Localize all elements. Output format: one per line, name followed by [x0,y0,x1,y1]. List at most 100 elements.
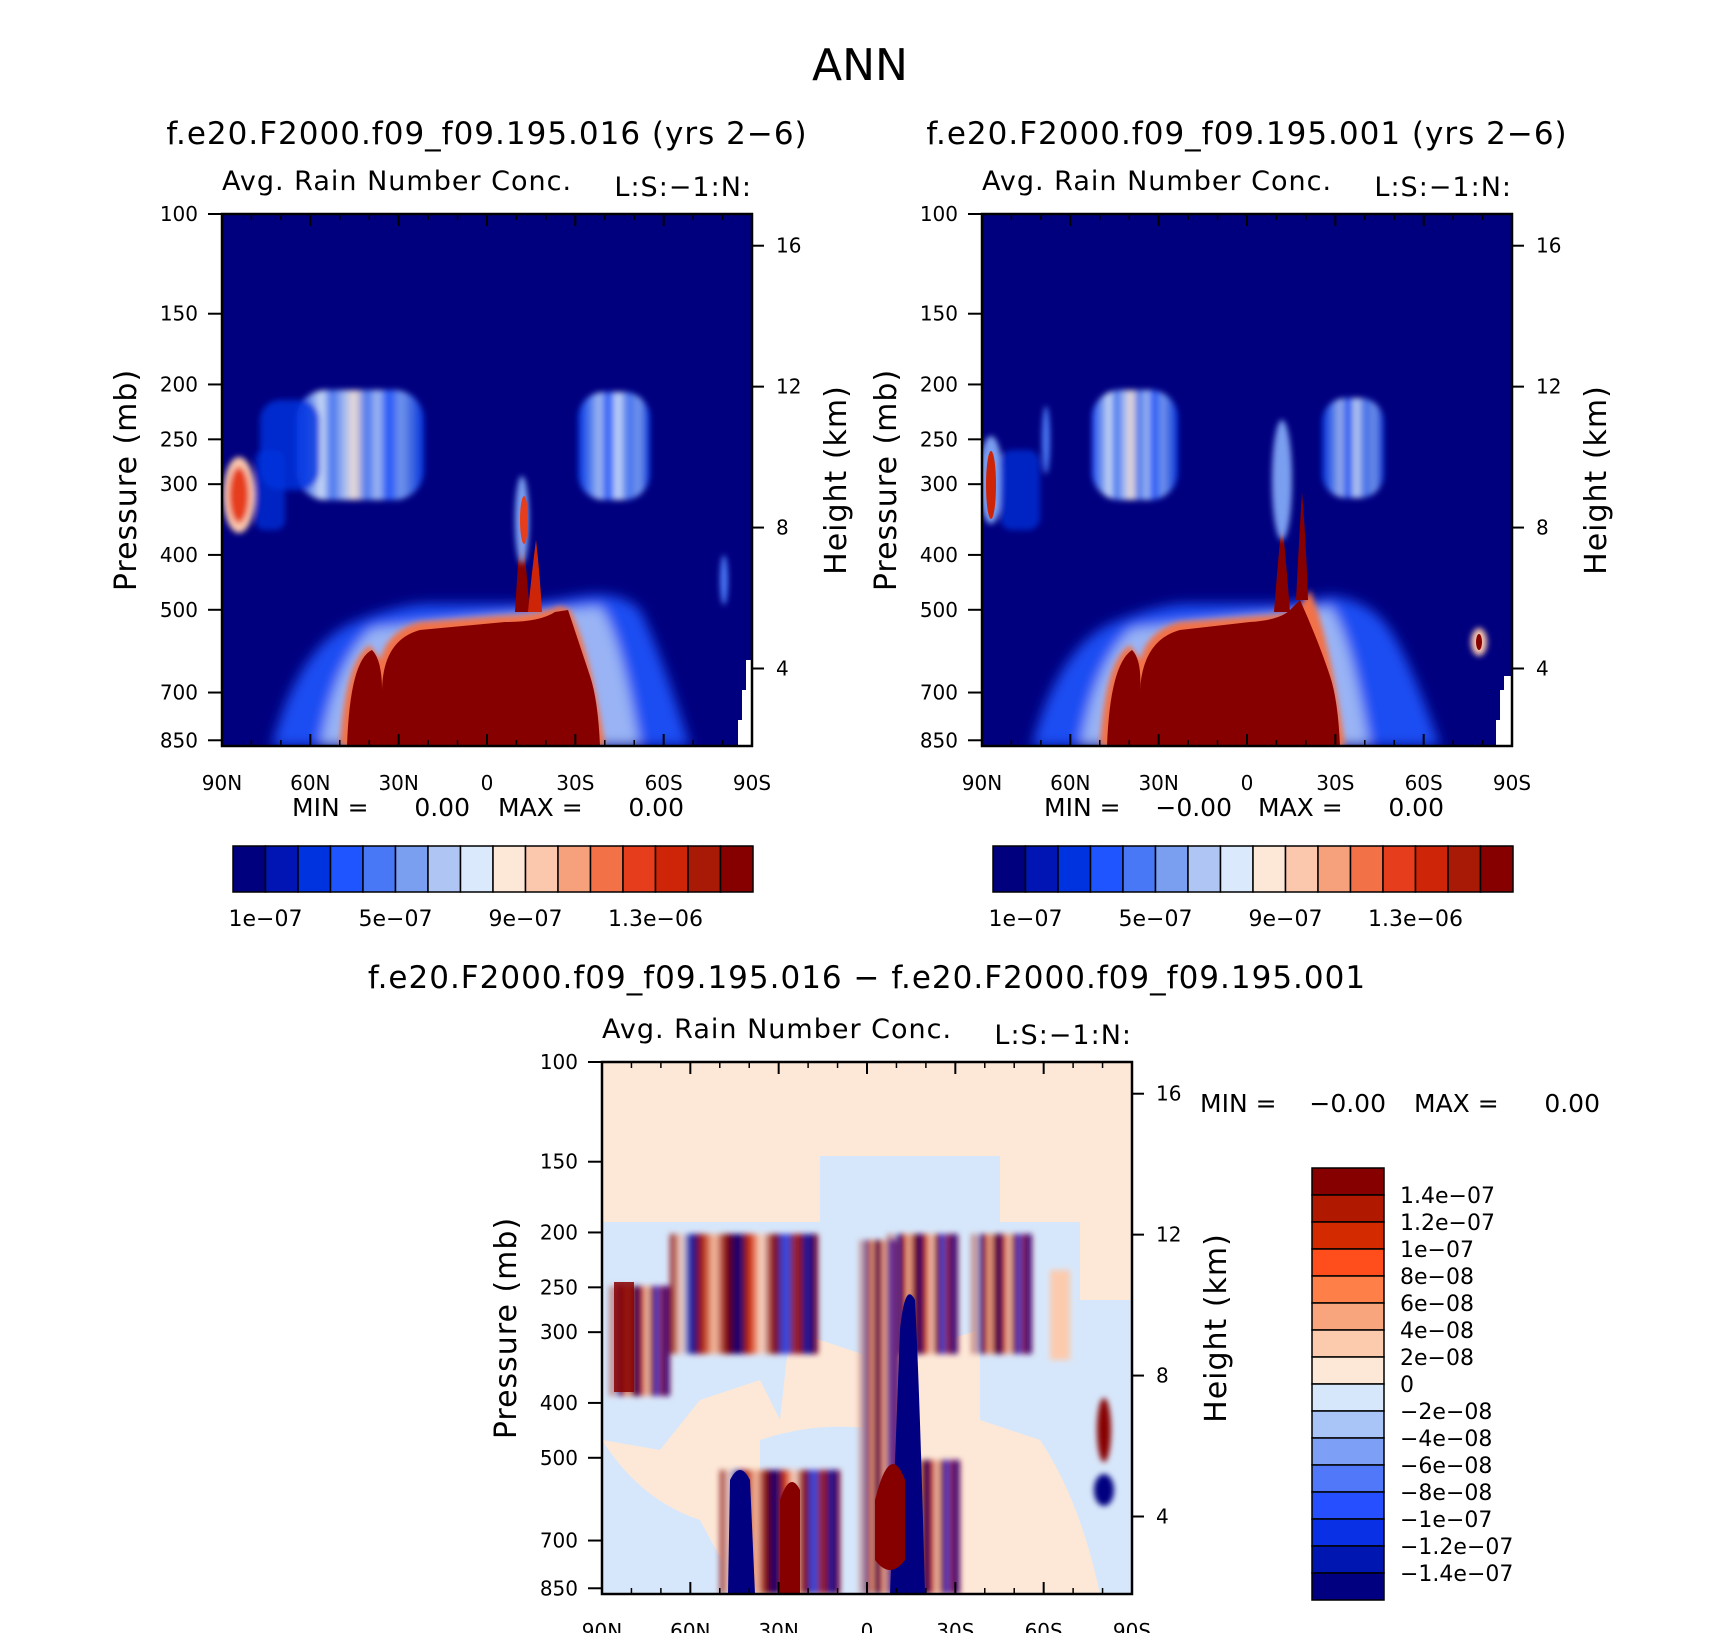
panel2-colorbar-swatch [1382,845,1417,893]
panel2-colorbar-swatch [1414,845,1449,893]
panel1-xtick-label: 60S [645,771,683,795]
panel2-xtick-label: 60N [1050,771,1090,795]
panel1-colorbar-swatch [557,845,592,893]
panel2-colorbar-swatch [1154,845,1189,893]
panel2-xtick-label: 0 [1241,771,1254,795]
panel1-colorbar-label: 5e−07 [359,907,433,932]
panel1-colorbar-swatch [622,845,657,893]
panel1-colorbar-swatch [654,845,689,893]
panel2-colorbar-swatch [1024,845,1059,893]
panel2-ytick-label: 200 [920,372,958,396]
panel2-colorbar-swatch [1317,845,1352,893]
panel1-colorbar-swatch [232,845,267,893]
panel2-xtick-label: 90N [962,771,1002,795]
panel2-min-value: −0.00 [1155,793,1232,822]
panel2-colorbar-swatch [1284,845,1319,893]
panel3-y2tick-label: 16 [1156,1082,1181,1106]
panel2-ytick-label: 400 [920,543,958,567]
panel3-colorbar-label: −1.4e−07 [1400,1562,1513,1587]
panel3-xtick-label: 60N [670,1619,710,1633]
panel3-colorbar-swatch [1311,1410,1385,1439]
panel3-colorbar-label: −2e−08 [1400,1400,1492,1425]
panel3-xtick-label: 30N [758,1619,798,1633]
panel2-axes: 90N 60N 30N 0 30S 60S 90S 100 150 200 250 300 400 500… [920,202,1562,795]
panel1-ylabel: Pressure (mb) [109,369,144,591]
panel2-y2label: Height (km) [1579,385,1614,575]
panel1-y2tick-label: 8 [776,516,789,540]
panel3-colorbar-label: 2e−08 [1400,1346,1474,1371]
panel1-ytick-label: 700 [160,681,198,705]
panel2-colorbar-label: 5e−07 [1119,907,1193,932]
panel3-max-label: MAX = [1414,1089,1499,1118]
panel2-max-value: 0.00 [1388,793,1444,822]
panel3-min-value: −0.00 [1309,1089,1386,1118]
panel2-y2tick-label: 4 [1536,656,1549,680]
panel1-xtick-label: 90S [733,771,771,795]
panel1-y2tick-label: 4 [776,656,789,680]
panel2-colorbar-swatch [992,845,1027,893]
panel3-colorbar-swatch [1311,1221,1385,1250]
panel2-variable-label: Avg. Rain Number Conc. [982,166,1332,197]
panel2-colorbar-swatch [1122,845,1157,893]
panel3-colorbar-swatch [1311,1518,1385,1547]
panel2-colorbar-label: 1.3e−06 [1368,907,1463,932]
panel2-colorbar-label: 9e−07 [1249,907,1323,932]
panel3-colorbar-label: −4e−08 [1400,1427,1492,1452]
panel3-colorbar-label: 8e−08 [1400,1265,1474,1290]
panel3-ytick-label: 200 [540,1220,578,1244]
panel2-title: f.e20.F2000.f09_f09.195.001 (yrs 2−6) [926,116,1567,152]
panel2-xtick-label: 90S [1493,771,1531,795]
panel2-colorbar-swatch [1447,845,1482,893]
panel3-colorbar-swatch [1311,1572,1385,1601]
panel3-ylabel: Pressure (mb) [489,1217,524,1439]
panel1-colorbar-swatch [264,845,299,893]
panel1-ytick-label: 100 [160,202,198,226]
panel3-max-value: 0.00 [1544,1089,1600,1118]
panel3-xtick-label: 90N [582,1619,622,1633]
panel3-colorbar-label: −1e−07 [1400,1508,1492,1533]
panel3-min-label: MIN = [1200,1089,1277,1118]
panel1-colorbar-label: 1.3e−06 [608,907,703,932]
panel-case-016: f.e20.F2000.f09_f09.195.016 (yrs 2−6) Av… [109,116,854,932]
panel3-xtick-label: 60S [1025,1619,1063,1633]
panel3-colorbar-swatch [1311,1464,1385,1493]
panel1-min-value: 0.00 [414,793,470,822]
panel3-units-label: L:S:−1:N: [994,1020,1132,1051]
panel3-colorbar: 1.4e−071.2e−071e−078e−086e−084e−082e−080… [1311,1167,1513,1601]
panel1-axes: 90N 60N 30N 0 30S 60S 90S 100 150 200 250 300 400 500… [160,202,802,795]
panel3-colorbar-label: 4e−08 [1400,1319,1474,1344]
panel3-xtick-label: 90S [1113,1619,1151,1633]
panel3-colorbar-swatch [1311,1356,1385,1385]
panel2-y2tick-label: 8 [1536,516,1549,540]
panel1-variable-label: Avg. Rain Number Conc. [222,166,572,197]
panel2-ytick-label: 300 [920,472,958,496]
panel3-y2tick-label: 4 [1156,1504,1169,1528]
panel3-colorbar-swatch [1311,1383,1385,1412]
panel3-colorbar-label: −6e−08 [1400,1454,1492,1479]
panel3-colorbar-swatch [1311,1275,1385,1304]
panel3-field [602,1062,1132,1594]
panel1-colorbar-swatch [427,845,462,893]
panel3-colorbar-swatch [1311,1248,1385,1277]
panel3-colorbar-label: −8e−08 [1400,1481,1492,1506]
panel1-colorbar: 1e−07 5e−07 9e−07 1.3e−06 [229,845,754,932]
panel3-colorbar-swatch [1311,1167,1385,1196]
panel2-colorbar-swatch [1479,845,1514,893]
panel3-colorbar-label: 6e−08 [1400,1292,1474,1317]
panel1-colorbar-swatch [719,845,754,893]
panel1-colorbar-swatch [492,845,527,893]
panel2-ytick-label: 500 [920,598,958,622]
panel2-ytick-label: 250 [920,427,958,451]
panel3-colorbar-label: 0 [1400,1373,1414,1398]
panel-case-001: f.e20.F2000.f09_f09.195.001 (yrs 2−6) Av… [869,116,1614,932]
panel1-ytick-label: 150 [160,302,198,326]
panel3-ytick-label: 850 [540,1576,578,1600]
panel3-ytick-label: 700 [540,1529,578,1553]
panel1-ytick-label: 300 [160,472,198,496]
panel2-max-label: MAX = [1258,793,1343,822]
panel2-colorbar-swatch [1252,845,1287,893]
panel2-ytick-label: 100 [920,202,958,226]
panel1-colorbar-swatch [297,845,332,893]
panel2-colorbar-swatch [1089,845,1124,893]
panel3-ytick-label: 400 [540,1391,578,1415]
